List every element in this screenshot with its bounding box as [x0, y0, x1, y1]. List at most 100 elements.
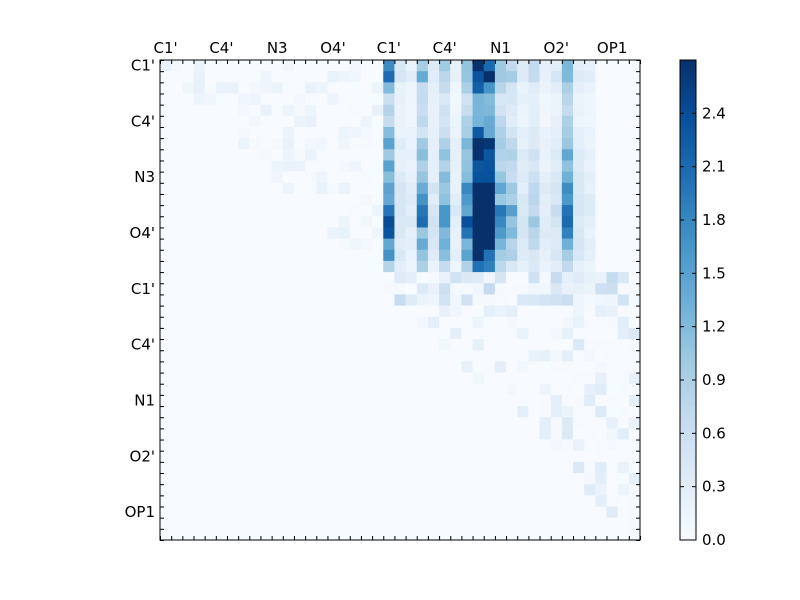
heatmap-cell [360, 383, 373, 396]
heatmap-cell [517, 205, 529, 217]
heatmap-cell [226, 126, 239, 139]
heatmap-cell [617, 171, 630, 184]
heatmap-cell [360, 339, 373, 351]
heatmap-cell [450, 406, 462, 418]
heatmap-cell [249, 171, 261, 184]
heatmap-cell [595, 484, 607, 496]
heatmap-cell [316, 495, 328, 507]
heatmap-cell [293, 160, 306, 173]
heatmap-cell [494, 439, 507, 452]
heatmap-cell [160, 283, 172, 295]
heatmap-cell [494, 60, 507, 72]
heatmap-cell [260, 115, 273, 128]
heatmap-cell [539, 93, 552, 106]
heatmap-cell [215, 71, 228, 83]
heatmap-cell [628, 372, 641, 385]
heatmap-cell [160, 327, 172, 340]
heatmap-cell [506, 149, 518, 161]
heatmap-cell [238, 249, 250, 262]
heatmap-cell [573, 115, 585, 128]
heatmap-cell [204, 517, 217, 530]
heatmap-cell [360, 115, 373, 128]
heatmap-cell [171, 249, 183, 262]
heatmap-cell [327, 450, 340, 463]
heatmap-cell [617, 294, 630, 306]
heatmap-cell [372, 484, 384, 496]
heatmap-cell [628, 394, 641, 407]
heatmap-cell [305, 506, 317, 519]
heatmap-cell [171, 294, 183, 306]
heatmap-cell [472, 171, 485, 184]
heatmap-cell [383, 383, 395, 396]
heatmap-cell [327, 249, 340, 262]
heatmap-cell [160, 82, 172, 94]
heatmap-cell [483, 517, 496, 530]
heatmap-cell [595, 60, 607, 72]
heatmap-cell [204, 193, 217, 206]
heatmap-cell [327, 528, 340, 541]
heatmap-cell [160, 294, 172, 306]
heatmap-cell [360, 439, 373, 452]
heatmap-cell [238, 428, 250, 440]
heatmap-cell [271, 305, 284, 318]
heatmap-cell [226, 294, 239, 306]
heatmap-cell [517, 305, 529, 318]
heatmap-cell [461, 383, 473, 396]
heatmap-cell [383, 450, 395, 463]
heatmap-cell [193, 484, 206, 496]
heatmap-cell [416, 339, 429, 351]
heatmap-cell [528, 126, 540, 139]
heatmap-cell [215, 450, 228, 463]
heatmap-cell [171, 484, 183, 496]
heatmap-cell [606, 316, 619, 329]
heatmap-cell [483, 104, 496, 117]
heatmap-cell [293, 316, 306, 329]
heatmap-cell [372, 383, 384, 396]
heatmap-cell [305, 327, 317, 340]
heatmap-cell [160, 71, 172, 83]
heatmap-cell [171, 394, 183, 407]
heatmap-cell [539, 316, 552, 329]
heatmap-cell [439, 82, 451, 94]
heatmap-cell [550, 260, 563, 273]
heatmap-cell [628, 182, 641, 195]
heatmap-cell [293, 528, 306, 541]
heatmap-cell [573, 216, 585, 228]
heatmap-cell [506, 193, 518, 206]
heatmap-cell [472, 149, 485, 161]
heatmap-cell [405, 216, 418, 228]
heatmap-cell [338, 260, 351, 273]
heatmap-cell [628, 249, 641, 262]
heatmap-cell [271, 339, 284, 351]
heatmap-cell [450, 149, 462, 161]
heatmap-cell [394, 227, 406, 240]
heatmap-cell [450, 216, 462, 228]
heatmap-cell [606, 517, 619, 530]
heatmap-cell [394, 439, 406, 452]
heatmap-cell [405, 238, 418, 251]
heatmap-cell [506, 316, 518, 329]
heatmap-cell [483, 193, 496, 206]
heatmap-cell [461, 171, 473, 184]
heatmap-cell [260, 506, 273, 519]
heatmap-cell [249, 327, 261, 340]
heatmap-cell [226, 461, 239, 474]
heatmap-cell [517, 171, 529, 184]
heatmap-cell [494, 171, 507, 184]
heatmap-cell [427, 428, 440, 440]
heatmap-cell [584, 383, 596, 396]
heatmap-cell [305, 171, 317, 184]
heatmap-cell [517, 216, 529, 228]
heatmap-cell [305, 383, 317, 396]
heatmap-cell [450, 82, 462, 94]
heatmap-cell [360, 428, 373, 440]
heatmap-cell [305, 350, 317, 362]
heatmap-cell [517, 227, 529, 240]
heatmap-cell [628, 528, 641, 541]
heatmap-cell [349, 227, 362, 240]
heatmap-cell [517, 93, 529, 106]
heatmap-cell [238, 82, 250, 94]
heatmap-cell [171, 450, 183, 463]
heatmap-cell [160, 193, 172, 206]
heatmap-cell [573, 93, 585, 106]
